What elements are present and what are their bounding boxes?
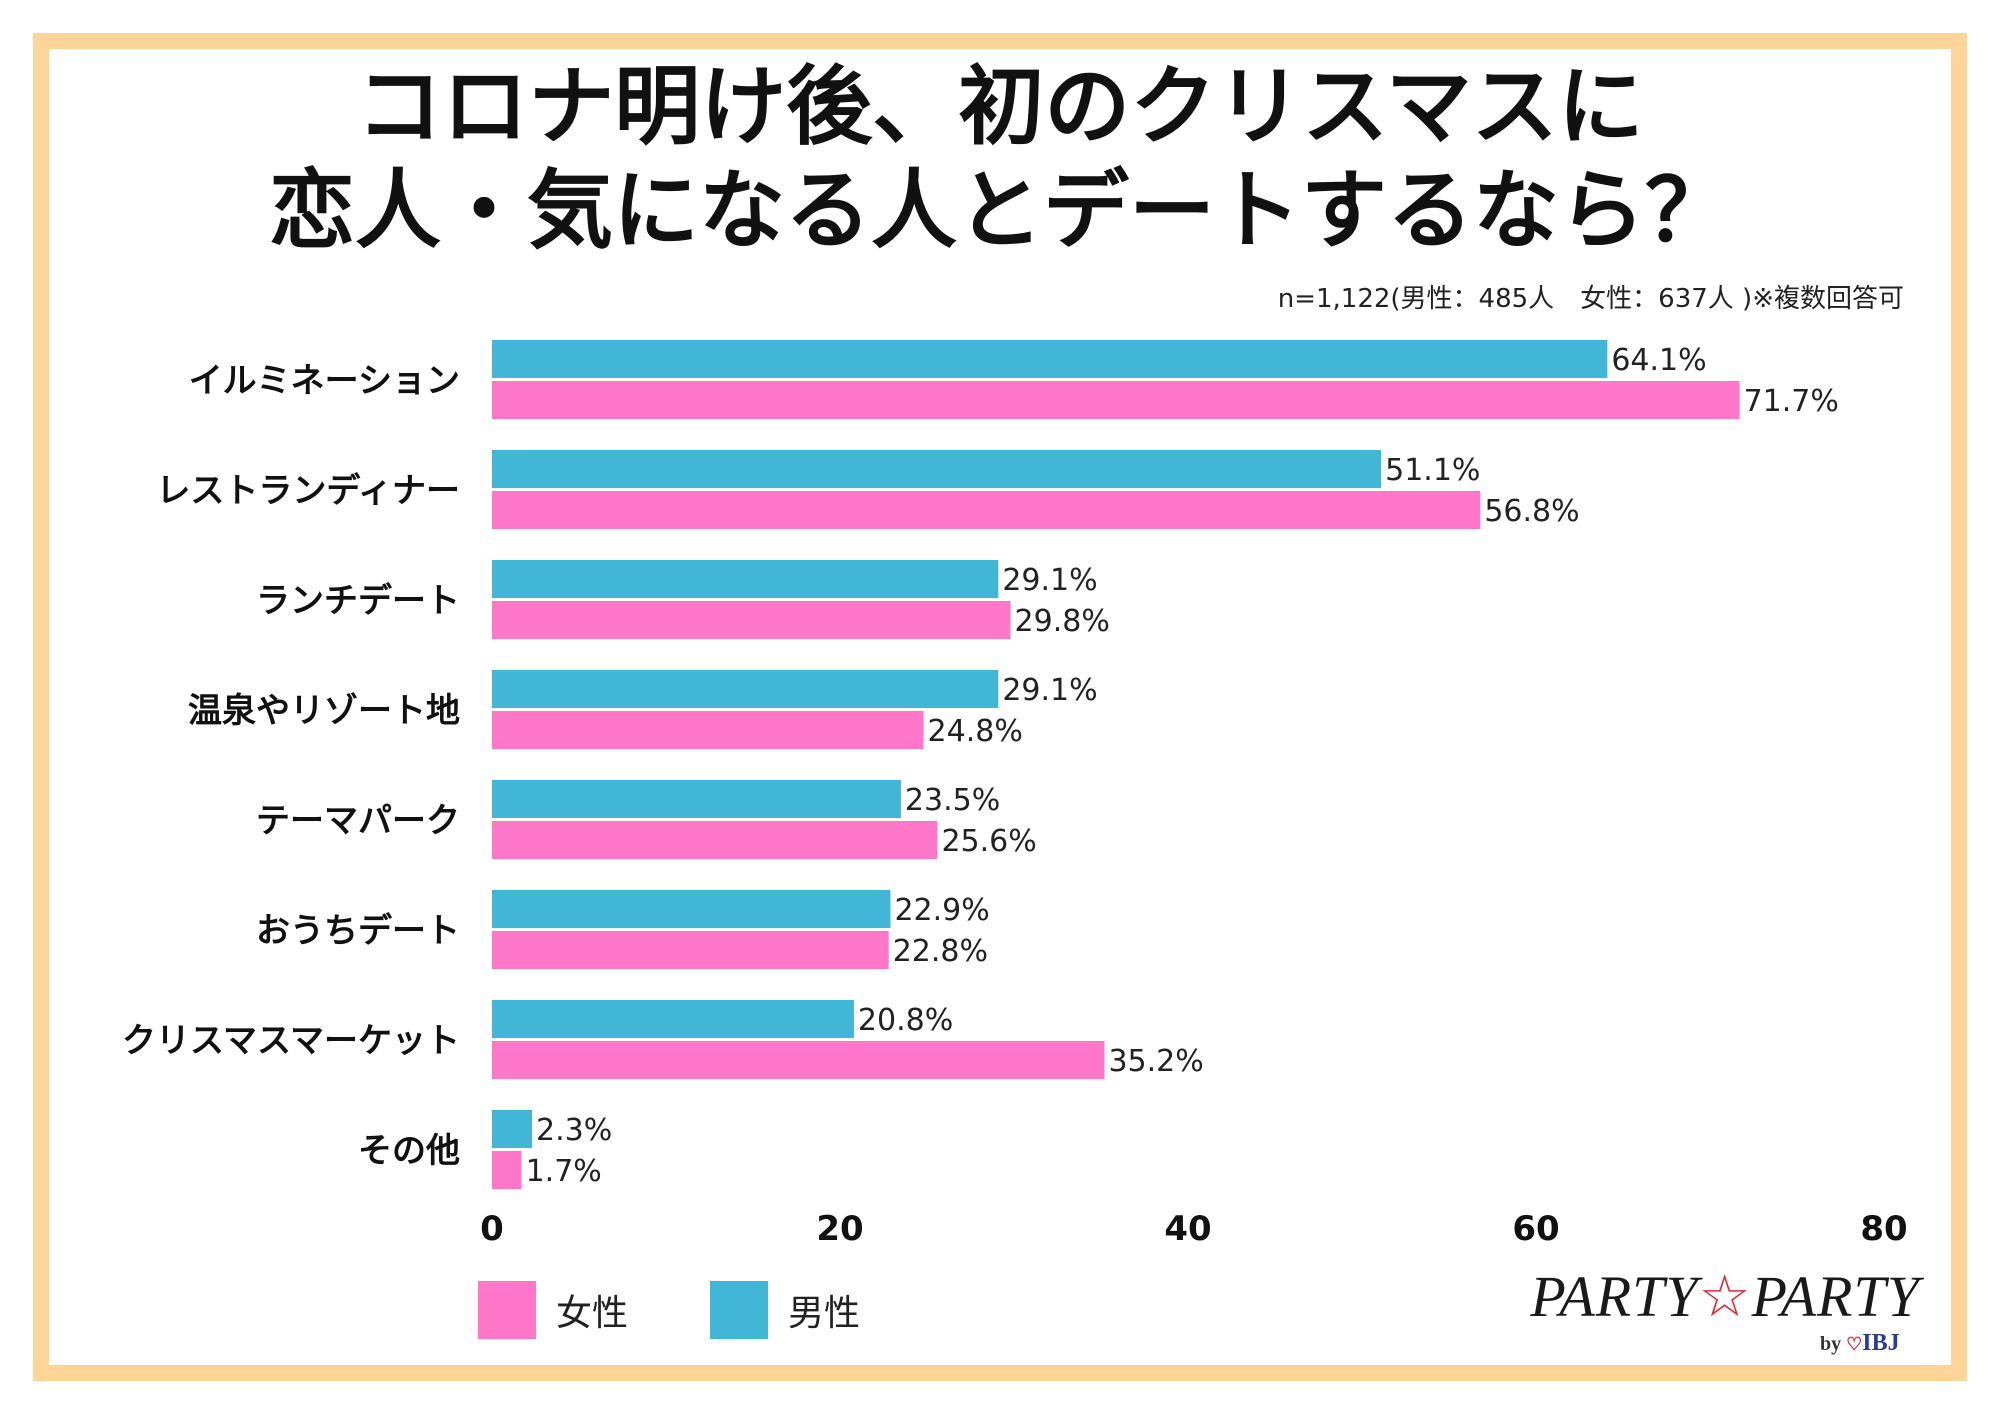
category-label: レストランディナー — [156, 471, 460, 511]
sample-note: n=1,122(男性：485人 女性：637人 )※複数回答可 — [1277, 284, 1904, 314]
x-tick-label: 80 — [1860, 1209, 1907, 1249]
legend-male: 男性 — [710, 1280, 860, 1340]
bar-female — [492, 1151, 522, 1189]
data-label-female: 25.6% — [941, 824, 1036, 859]
bar-female — [492, 711, 924, 749]
title-line-2: 恋人・気になる人とデートするなら？ — [269, 161, 1731, 261]
data-label-female: 56.8% — [1484, 494, 1579, 529]
bar-female — [492, 601, 1011, 639]
brand-name-b: PARTY — [1751, 1264, 1920, 1329]
data-label-male: 23.5% — [905, 783, 1000, 818]
data-label-male: 2.3% — [536, 1113, 612, 1148]
data-label-male: 20.8% — [858, 1003, 953, 1038]
x-tick-label: 60 — [1512, 1209, 1559, 1249]
brand-sub: by ♡IBJ — [1820, 1330, 1900, 1357]
brand-logo: PARTY☆PARTY — [1508, 1262, 1920, 1330]
bar-male — [492, 560, 999, 598]
brand-by: by — [1820, 1333, 1842, 1355]
bar-female — [492, 491, 1481, 529]
bar-male — [492, 450, 1382, 488]
title-line-1: コロナ明け後、初のクリスマスに — [356, 57, 1644, 157]
category-label: クリスマスマーケット — [122, 1021, 460, 1061]
x-tick-label: 0 — [480, 1209, 504, 1249]
bar-female — [492, 931, 889, 969]
chart-title: コロナ明け後、初のクリスマスに 恋人・気になる人とデートするなら？ — [0, 55, 2000, 263]
x-tick-label: 40 — [1164, 1209, 1211, 1249]
bar-male — [492, 1000, 854, 1038]
legend-male-label: 男性 — [788, 1293, 861, 1334]
heart-icon: ♡ — [1846, 1334, 1863, 1354]
legend-female-label: 女性 — [556, 1293, 629, 1334]
data-label-female: 71.7% — [1744, 384, 1839, 419]
bar-male — [492, 890, 891, 928]
x-tick-label: 20 — [816, 1209, 863, 1249]
data-label-female: 1.7% — [526, 1154, 602, 1189]
category-label: テーマパーク — [256, 801, 460, 841]
legend-male-swatch — [710, 1281, 768, 1339]
data-label-male: 64.1% — [1611, 343, 1706, 378]
legend-female: 女性 — [478, 1280, 628, 1340]
brand-star-icon: ☆ — [1698, 1264, 1752, 1329]
bar-male — [492, 340, 1608, 378]
category-label: おうちデート — [256, 911, 460, 951]
data-label-male: 51.1% — [1385, 453, 1480, 488]
category-label: ランチデート — [256, 581, 460, 621]
category-label: 温泉やリゾート地 — [188, 691, 460, 731]
bar-female — [492, 381, 1740, 419]
legend-female-swatch — [478, 1281, 536, 1339]
bar-male — [492, 670, 999, 708]
category-label: その他 — [358, 1131, 460, 1171]
data-label-male: 29.1% — [1002, 673, 1097, 708]
brand-ibj: IBJ — [1862, 1330, 1900, 1356]
bar-male — [492, 780, 901, 818]
bar-female — [492, 1041, 1105, 1079]
chart-frame — [33, 33, 1967, 1381]
bar-male — [492, 1110, 533, 1148]
category-label: イルミネーション — [189, 361, 460, 401]
data-label-female: 22.8% — [893, 934, 988, 969]
data-label-female: 29.8% — [1015, 604, 1110, 639]
data-label-female: 24.8% — [928, 714, 1023, 749]
data-label-male: 22.9% — [894, 893, 989, 928]
brand-name-a: PARTY — [1530, 1264, 1699, 1329]
bar-female — [492, 821, 938, 859]
data-label-male: 29.1% — [1002, 563, 1097, 598]
data-label-female: 35.2% — [1108, 1044, 1203, 1079]
